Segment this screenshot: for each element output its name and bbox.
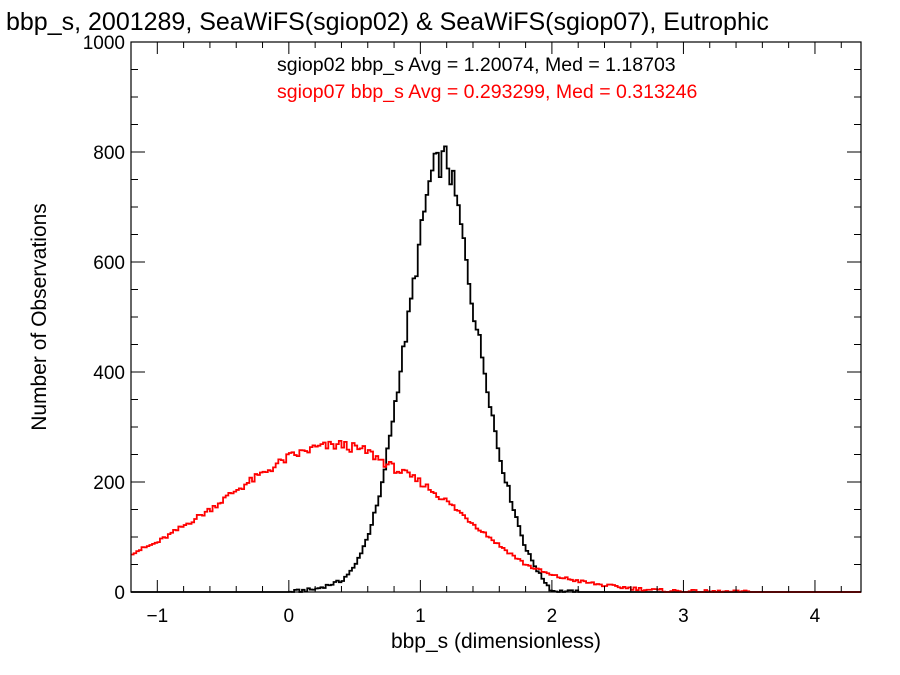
y-tick-label: 800: [93, 143, 125, 164]
annotation-sgiop07: sgiop07 bbp_s Avg = 0.293299, Med = 0.31…: [277, 81, 697, 103]
y-tick-label: 200: [93, 473, 125, 494]
series-layer: [131, 145, 861, 593]
y-tick-label: 0: [114, 583, 125, 604]
x-tick-label: −1: [146, 606, 168, 627]
plot-frame: [130, 41, 862, 593]
y-axis-label: Number of Observations: [28, 203, 51, 431]
x-tick-label: 0: [284, 606, 295, 627]
chart-title: bbp_s, 2001289, SeaWiFS(sgiop02) & SeaWi…: [6, 8, 769, 36]
x-tick-label: 2: [547, 606, 558, 627]
x-tick-label: 1: [415, 606, 426, 627]
y-tick-label: 1000: [83, 33, 125, 54]
axes-layer: −1 0 1 2 3 4 0 200 400 600 800 1000: [83, 33, 861, 627]
series-sgiop07-histogram: [131, 439, 861, 593]
stats-annotations: sgiop02 bbp_s Avg = 1.20074, Med = 1.187…: [277, 54, 697, 103]
series-sgiop02-histogram: [131, 145, 861, 593]
y-tick-label: 600: [93, 253, 125, 274]
annotation-sgiop02: sgiop02 bbp_s Avg = 1.20074, Med = 1.187…: [277, 54, 676, 76]
x-tick-label: 4: [810, 606, 821, 627]
x-tick-label: 3: [678, 606, 689, 627]
x-axis-label: bbp_s (dimensionless): [391, 630, 601, 653]
y-tick-label: 400: [93, 363, 125, 384]
